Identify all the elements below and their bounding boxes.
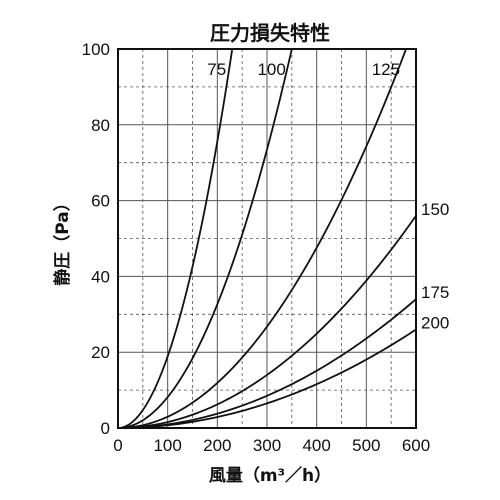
y-tick-label: 100 — [82, 40, 110, 59]
x-tick-label: 600 — [402, 436, 430, 455]
series-label-150: 150 — [421, 200, 449, 219]
grid — [118, 49, 416, 428]
series-line-100 — [117, 48, 293, 429]
y-axis-label: 静圧（Pa） — [52, 194, 73, 285]
curves — [117, 48, 417, 429]
series-labels: 75 100 125 150 175 200 — [207, 60, 449, 332]
series-label-175: 175 — [421, 283, 449, 302]
series-line-75 — [117, 48, 234, 429]
plot-frame — [117, 48, 417, 429]
chart-title: 圧力損失特性 — [210, 21, 330, 45]
x-tick-label: 300 — [253, 436, 281, 455]
series-label-75: 75 — [207, 60, 226, 79]
series-line-125 — [117, 48, 407, 429]
x-tick-label: 200 — [203, 436, 231, 455]
series-label-200: 200 — [421, 313, 449, 332]
x-tick-label: 0 — [113, 436, 122, 455]
y-tick-label: 80 — [91, 116, 110, 135]
x-tick-label: 100 — [153, 436, 181, 455]
y-tick-label: 40 — [91, 267, 110, 286]
x-tick-label: 400 — [302, 436, 330, 455]
series-label-100: 100 — [257, 60, 285, 79]
x-tick-label: 500 — [352, 436, 380, 455]
y-tick-label: 0 — [101, 419, 110, 438]
series-line-200 — [117, 328, 417, 429]
y-tick-label: 20 — [91, 343, 110, 362]
series-label-125: 125 — [372, 60, 400, 79]
series-line-150 — [117, 215, 417, 429]
y-tick-labels: 0 20 40 60 80 100 — [82, 40, 110, 438]
x-tick-labels: 0 100 200 300 400 500 600 — [113, 436, 430, 455]
x-axis-label: 風量（m³／h） — [209, 465, 331, 486]
y-tick-label: 60 — [91, 192, 110, 211]
